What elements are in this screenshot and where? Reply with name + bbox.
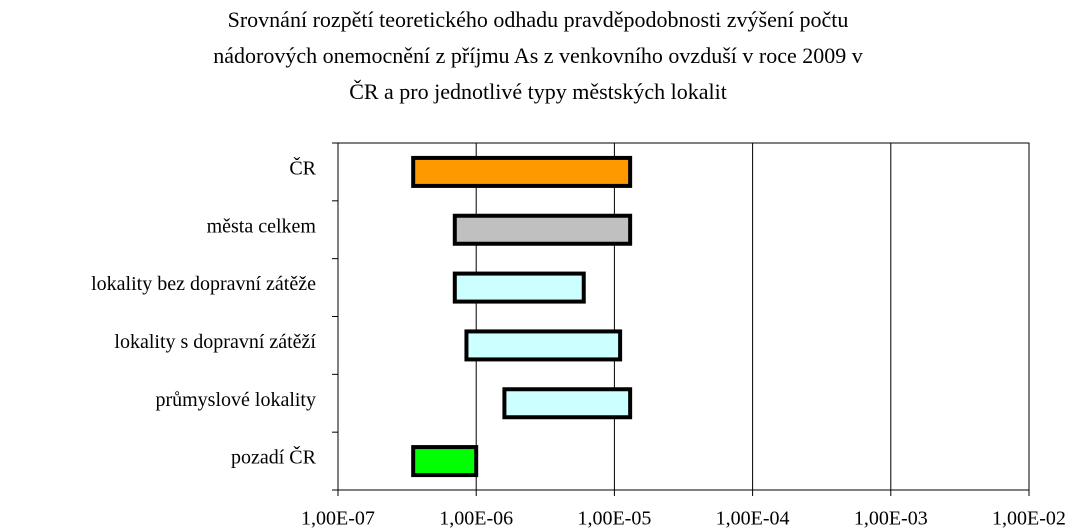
x-tick-label: 1,00E-02 [992, 508, 1066, 530]
y-tick-label: města celkem [207, 215, 317, 237]
bar [411, 155, 633, 188]
y-tick-label: průmyslové lokality [155, 389, 316, 411]
y-tick-label: lokality s dopravní zátěží [114, 331, 316, 353]
bar [452, 271, 586, 304]
x-tick-label: 1,00E-07 [301, 508, 375, 530]
bar [464, 329, 623, 362]
chart-title: Srovnání rozpětí teoretického odhadu pra… [228, 7, 849, 32]
x-tick-label: 1,00E-04 [716, 508, 790, 530]
bar [502, 387, 633, 420]
x-tick-label: 1,00E-06 [439, 508, 513, 530]
chart-title: ČR a pro jednotlivé typy městských lokal… [349, 79, 727, 104]
y-tick-label: ČR [289, 156, 316, 180]
y-tick-label: pozadí ČR [231, 445, 317, 469]
bar [411, 445, 479, 478]
bar [452, 213, 633, 246]
x-tick-label: 1,00E-05 [577, 508, 651, 530]
plot-area [337, 142, 1030, 491]
chart-title: nádorových onemocnění z příjmu As z venk… [213, 43, 862, 68]
y-tick-label: lokality bez dopravní zátěže [91, 273, 316, 295]
x-tick-label: 1,00E-03 [854, 508, 928, 530]
